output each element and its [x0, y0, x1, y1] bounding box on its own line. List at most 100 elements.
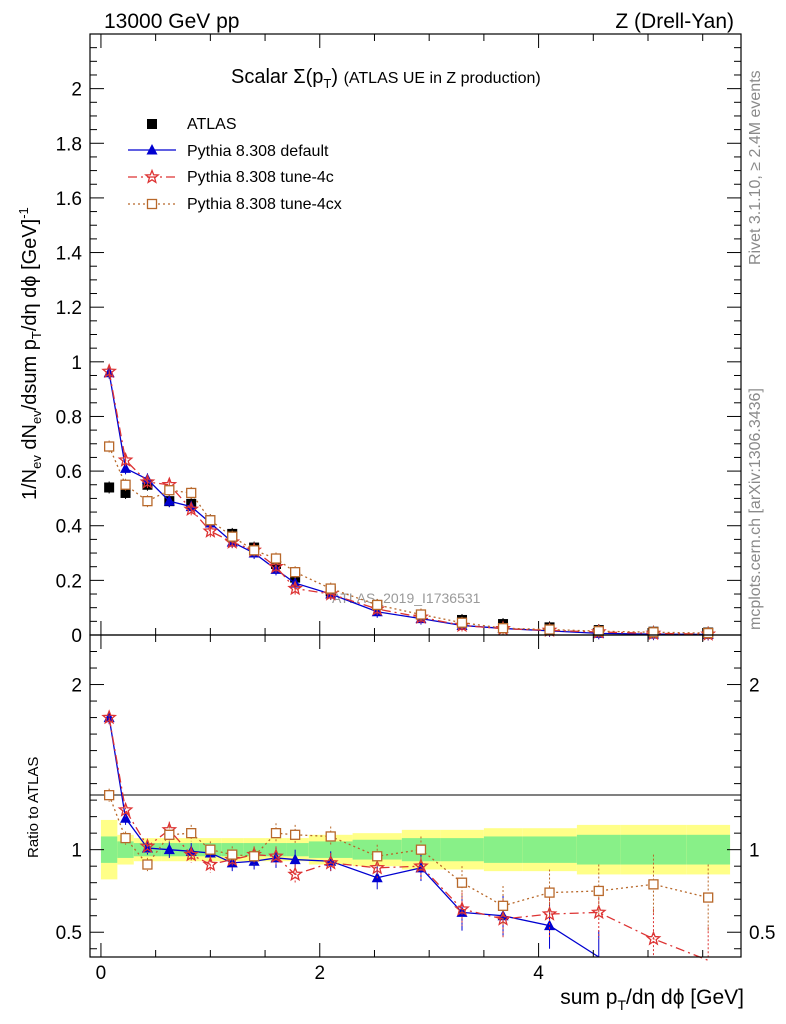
data-point [186, 487, 197, 499]
data-point [163, 495, 175, 506]
main-y-tick-label: 0.4 [56, 517, 83, 538]
legend: ATLAS Pythia 8.308 default Pythia 8.308 … [128, 116, 342, 213]
ratio-point [227, 849, 238, 860]
data-point [415, 609, 427, 620]
ratio-point [163, 843, 175, 855]
ratio-y-tick-label-right: 1 [749, 841, 760, 862]
ratio-y-tick-label: 1 [71, 841, 82, 862]
main-series [101, 363, 717, 641]
main-y-tick-labels: 0 0.2 0.4 0.6 0.8 1 1.2 1.4 1.6 1.8 2 [56, 80, 83, 647]
ratio-point [205, 844, 216, 855]
data-point [325, 583, 336, 594]
data-point [101, 363, 118, 379]
ratio-point [120, 812, 132, 823]
ratio-point [287, 866, 304, 882]
ratio-point [268, 847, 284, 863]
legend-markers [128, 119, 176, 210]
ratio-point [413, 857, 429, 873]
inner-band [286, 843, 309, 857]
series-3 [103, 440, 714, 640]
data-point [120, 479, 131, 490]
main-y-tick-label: 2 [71, 80, 82, 101]
ratio-axis-ticks [90, 635, 741, 957]
ratio-point [103, 790, 115, 801]
data-point [142, 495, 153, 507]
inner-band [483, 836, 523, 863]
main-panel: 0 0.2 0.4 0.6 0.8 1 1.2 1.4 1.6 1.8 2 ATLAS_2019_I… [16, 33, 742, 647]
inner-band [576, 834, 621, 865]
ratio-point [325, 831, 336, 842]
ratio-series-2 [103, 788, 714, 931]
ratio-point [248, 851, 260, 862]
ratio-y-label: Ratio to ATLAS [25, 757, 42, 858]
header-left: 13000 GeV pp [104, 10, 239, 33]
data-point [103, 441, 115, 452]
main-y-tick-label: 1.4 [56, 244, 83, 265]
inner-band [686, 834, 731, 865]
data-point [593, 626, 604, 637]
main-y-tick-label: 1 [71, 353, 82, 374]
ratio-panel: 0.5 0.5 1 1 2 2 0 2 4 Ratio to ATLAS sum pT/dη d… [25, 634, 776, 1013]
ratio-tick-labels: 0.5 0.5 1 1 2 2 0 2 4 [56, 676, 776, 984]
ratio-point [495, 910, 511, 926]
data-point [183, 501, 200, 517]
ratio-point [541, 905, 558, 921]
ratio-y-tick-label: 0.5 [56, 923, 82, 944]
ratio-point [164, 829, 175, 840]
data-point [139, 473, 156, 489]
ratio-point [183, 846, 200, 862]
mcplots-label: mcplots.cern.ch [arXiv:1306.3436] [747, 388, 764, 630]
legend-entry-default: Pythia 8.308 default [187, 143, 329, 160]
data-point [202, 522, 219, 538]
ratio-point [289, 853, 301, 865]
main-y-tick-label: 1.6 [56, 189, 82, 210]
x-tick-label: 2 [314, 963, 325, 984]
legend-marker [144, 168, 160, 184]
main-y-label: 1/Nev dNev/dsum pT/dη dϕ [GeV]-1 [16, 207, 44, 500]
ratio-point [497, 900, 509, 911]
rivet-label: Rivet 3.1.10, ≥ 2.4M events [747, 70, 764, 265]
legend-entry-tune4c: Pythia 8.308 tune-4c [187, 169, 334, 186]
header-right: Z (Drell-Yan) [615, 10, 734, 33]
data-point [120, 462, 132, 473]
main-y-tick-label: 1.8 [56, 134, 82, 155]
legend-marker [147, 119, 157, 129]
x-tick-label: 0 [96, 963, 107, 984]
watermark: ATLAS_2019_I1736531 [332, 590, 481, 606]
data-point [372, 599, 383, 611]
ratio-y-tick-label: 2 [71, 676, 82, 697]
inner-band [308, 841, 353, 858]
data-point [289, 567, 301, 578]
ratio-point [372, 851, 383, 862]
ratio-point [270, 828, 282, 839]
ratio-point [369, 859, 386, 875]
main-y-tick-label: 0.8 [56, 407, 82, 428]
data-point [456, 617, 468, 628]
ratio-point [703, 892, 714, 903]
chart-title: Scalar Σ(pT) (ATLAS UE in Z production) [231, 66, 541, 91]
data-point [120, 487, 131, 498]
ratio-frame [89, 634, 742, 958]
data-point [117, 451, 134, 467]
data-point [248, 545, 260, 556]
ratio-y-tick-label-right: 2 [749, 676, 760, 697]
ratio-point [142, 859, 153, 870]
data-point [703, 627, 714, 639]
x-tick-label: 4 [533, 963, 544, 984]
legend-marker [146, 198, 158, 210]
ratio-point [456, 877, 468, 888]
ratio-point [648, 879, 659, 890]
inner-band [440, 838, 484, 862]
ratio-point [415, 844, 427, 855]
ratio-point [322, 854, 339, 870]
ratio-point [101, 709, 118, 725]
ratio-point [289, 829, 301, 840]
main-axis-ticks [90, 33, 741, 636]
ratio-series-1 [101, 709, 709, 961]
x-axis-label: sum pT/dη dϕ [GeV] [560, 986, 744, 1013]
data-point [497, 623, 509, 634]
main-y-tick-label: 0.2 [56, 571, 82, 592]
ratio-point [454, 900, 470, 916]
main-y-tick-label: 0 [71, 626, 82, 647]
